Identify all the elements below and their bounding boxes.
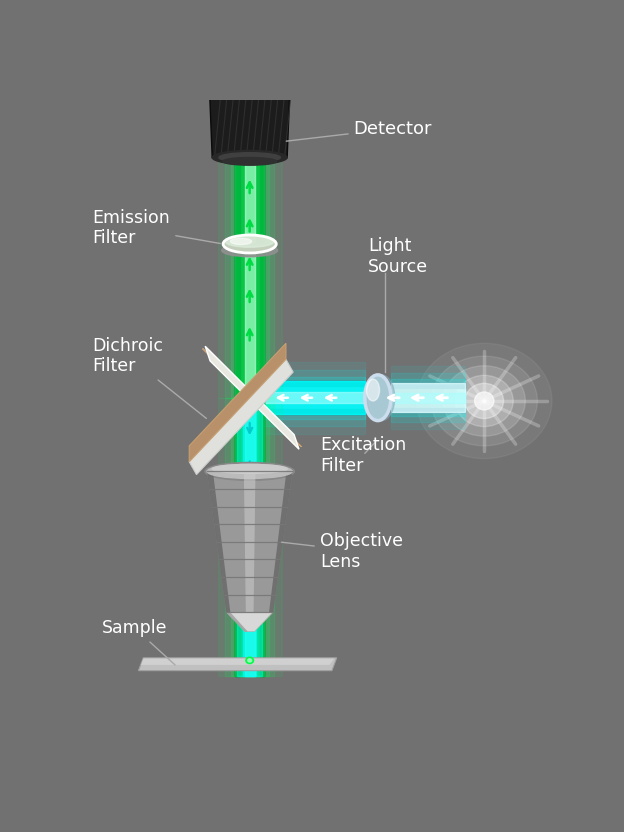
Text: Excitation
Filter: Excitation Filter [319,436,406,475]
Polygon shape [203,349,301,447]
Text: Dichroic
Filter: Dichroic Filter [92,337,207,418]
Ellipse shape [246,657,253,664]
Polygon shape [391,393,465,403]
Text: Emission
Filter: Emission Filter [92,209,220,247]
Polygon shape [250,362,365,433]
Polygon shape [141,658,334,665]
Polygon shape [260,151,264,398]
Polygon shape [391,366,465,429]
Polygon shape [245,151,255,398]
Ellipse shape [223,235,276,253]
Polygon shape [227,612,248,631]
Polygon shape [207,472,292,612]
Ellipse shape [225,235,274,247]
Polygon shape [231,151,268,398]
Ellipse shape [417,344,552,458]
Text: Sample: Sample [102,619,175,665]
Polygon shape [250,370,365,425]
Ellipse shape [465,384,504,418]
Polygon shape [210,97,290,157]
Ellipse shape [205,463,295,480]
Polygon shape [391,384,465,412]
Ellipse shape [230,238,251,245]
Ellipse shape [443,366,525,436]
Ellipse shape [369,375,395,421]
Polygon shape [235,398,240,676]
Polygon shape [250,381,365,386]
Ellipse shape [222,244,278,256]
Ellipse shape [219,153,280,162]
Polygon shape [227,612,273,631]
Polygon shape [235,151,240,398]
Text: Objective
Lens: Objective Lens [281,532,403,571]
Ellipse shape [223,157,276,166]
Ellipse shape [207,464,292,478]
Ellipse shape [455,375,513,427]
Polygon shape [225,398,275,676]
Polygon shape [203,349,301,447]
Polygon shape [391,408,465,412]
Polygon shape [250,377,365,419]
Polygon shape [139,658,337,671]
Polygon shape [391,384,465,388]
Polygon shape [231,398,268,676]
Polygon shape [250,409,365,414]
Polygon shape [269,472,292,612]
Polygon shape [207,472,230,612]
Polygon shape [245,398,255,676]
Ellipse shape [212,151,287,165]
Polygon shape [260,398,264,676]
Polygon shape [235,398,264,676]
Text: Light
Source: Light Source [368,237,428,276]
Polygon shape [244,472,255,612]
Polygon shape [205,346,299,449]
Ellipse shape [474,392,494,410]
Ellipse shape [365,375,391,421]
Polygon shape [225,151,275,398]
Polygon shape [243,394,256,676]
Ellipse shape [212,464,287,473]
Polygon shape [218,151,281,398]
Polygon shape [218,398,281,676]
Polygon shape [235,151,264,398]
Polygon shape [189,344,286,462]
Ellipse shape [248,659,251,662]
Polygon shape [237,394,262,676]
Polygon shape [250,381,365,414]
Text: Detector: Detector [286,120,432,141]
Ellipse shape [431,356,537,446]
Polygon shape [189,359,293,474]
Polygon shape [250,392,365,404]
Ellipse shape [366,379,379,401]
Polygon shape [391,379,465,417]
Polygon shape [391,374,465,423]
